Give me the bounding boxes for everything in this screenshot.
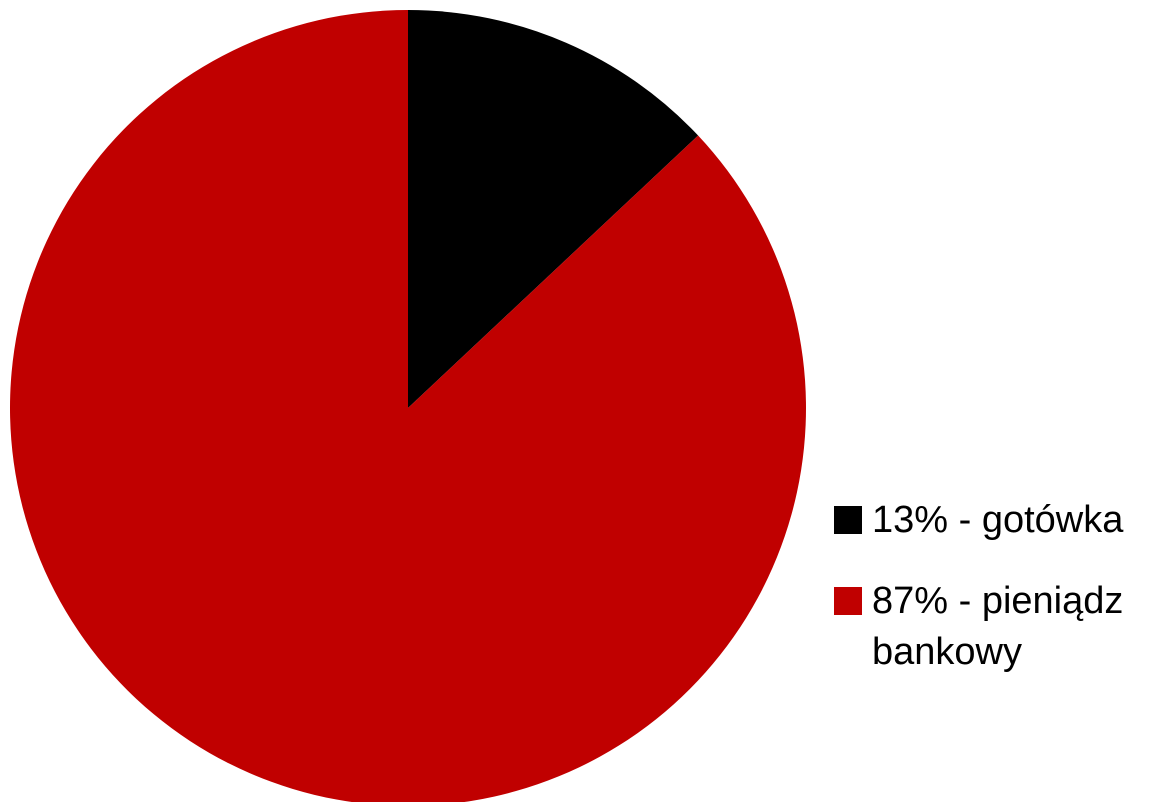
- legend: 13% - gotówka 87% - pieniądz bankowy: [834, 495, 1162, 708]
- legend-swatch-bank-money: [834, 587, 862, 615]
- legend-item-bank-money: 87% - pieniądz bankowy: [834, 576, 1162, 678]
- legend-item-cash: 13% - gotówka: [834, 495, 1162, 546]
- legend-label-cash: 13% - gotówka: [872, 499, 1124, 541]
- pie-slice-bank-money: [10, 10, 806, 802]
- legend-swatch-cash: [834, 506, 862, 534]
- pie-slice-cash: [408, 10, 699, 408]
- legend-label-bank-money: 87% - pieniądz bankowy: [872, 580, 1124, 673]
